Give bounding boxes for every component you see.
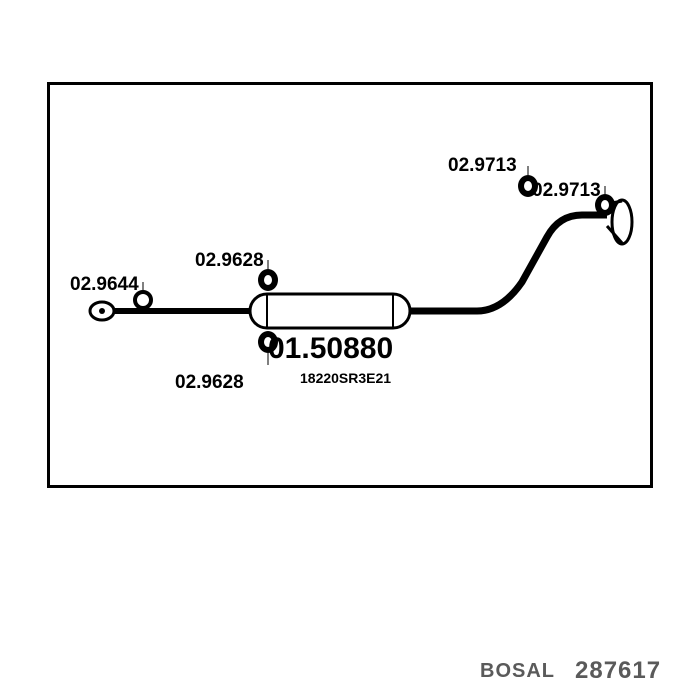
brand-label: BOSAL bbox=[480, 660, 555, 683]
label-02-9713-b: 02.9713 bbox=[532, 180, 601, 202]
label-02-9628-a: 02.9628 bbox=[195, 250, 264, 272]
product-code: 287617 bbox=[575, 657, 661, 685]
mid-pipe bbox=[410, 215, 607, 311]
label-02-9644: 02.9644 bbox=[70, 274, 139, 296]
hanger-02-9628-top bbox=[258, 269, 278, 291]
diagram-canvas: 01.50880 18220SR3E21 02.9644 02.9628 02.… bbox=[0, 0, 700, 700]
label-oem: 18220SR3E21 bbox=[300, 370, 391, 386]
muffler bbox=[250, 294, 410, 328]
label-02-9628-b: 02.9628 bbox=[175, 372, 244, 394]
label-main-part: 01.50880 bbox=[268, 332, 393, 366]
label-02-9713-a: 02.9713 bbox=[448, 155, 517, 177]
front-flange-bolt bbox=[99, 308, 105, 314]
rear-flange bbox=[612, 200, 632, 244]
